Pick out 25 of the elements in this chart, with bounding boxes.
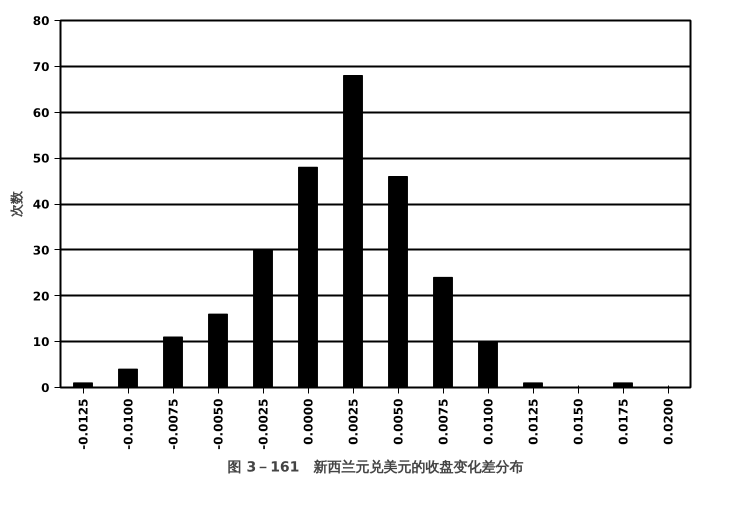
y-tick-label: 30 <box>32 243 50 258</box>
y-tick-label: 0 <box>41 381 50 395</box>
x-tick-label: -0.0100 <box>122 398 136 450</box>
x-tick-label: -0.0025 <box>256 398 270 450</box>
y-tick-label: 10 <box>32 335 50 350</box>
x-tick-label: 0.0050 <box>392 398 406 445</box>
y-tick-label: 40 <box>32 198 50 212</box>
x-tick-label: 0.0075 <box>436 398 450 445</box>
y-axis-title: 次数 <box>10 190 25 217</box>
x-tick-label: -0.0125 <box>76 398 90 450</box>
x-tick-label: 0.0150 <box>572 398 586 445</box>
x-tick-label: 0.0025 <box>346 398 360 445</box>
y-tick-label: 70 <box>32 60 50 74</box>
x-tick-label: 0.0100 <box>482 398 496 445</box>
x-tick-label: -0.0075 <box>166 398 180 450</box>
x-tick-label: 0.0175 <box>616 398 630 445</box>
y-tick-label: 50 <box>32 152 50 166</box>
x-tick-label: 0.0125 <box>526 398 540 445</box>
x-tick-label: 0.0000 <box>302 398 316 445</box>
x-tick-label: -0.0050 <box>212 398 226 450</box>
text: 图 3－161 新西兰元兑美元的收盘变化差分布 <box>228 458 524 476</box>
x-tick-label: 0.0200 <box>662 398 676 445</box>
y-tick-label: 80 <box>32 14 50 28</box>
y-tick-label: 20 <box>32 289 50 304</box>
y-tick-label: 60 <box>32 106 50 120</box>
